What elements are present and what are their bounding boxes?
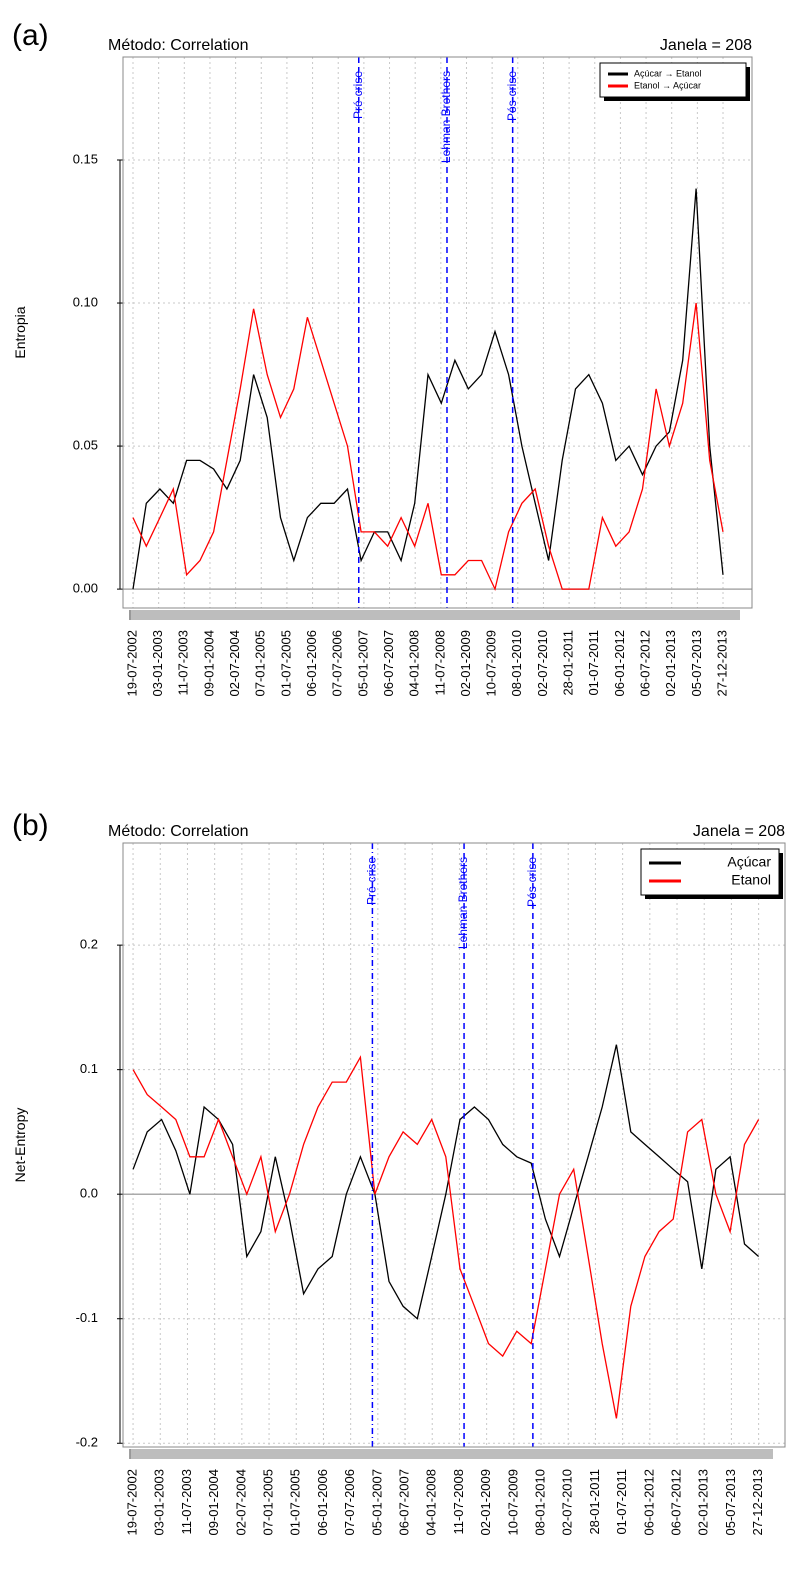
x-tick-label: 06-01-2006 xyxy=(315,1469,330,1536)
x-tick-label: 07-01-2005 xyxy=(253,630,268,697)
chart-title: Método: Correlation xyxy=(108,37,249,54)
x-tick-label: 02-07-2004 xyxy=(233,1469,248,1536)
series-line xyxy=(132,302,724,592)
plot-frame xyxy=(122,842,786,1448)
x-tick-label: 19-07-2002 xyxy=(125,1469,140,1536)
event-label: Pós-crise xyxy=(525,857,539,907)
x-tick-label: 02-07-2010 xyxy=(560,1469,575,1536)
x-tick-label: 02-07-2004 xyxy=(227,630,242,697)
x-tick-label: 28-01-2011 xyxy=(587,1469,602,1535)
y-tick-label: -0.2 xyxy=(76,1435,98,1450)
y-axis-label: Net-Entropy xyxy=(12,1108,28,1183)
event-label: Pré-crise xyxy=(365,857,379,905)
plot-frame xyxy=(122,56,753,609)
x-tick-label: 08-01-2010 xyxy=(532,1469,547,1536)
x-rug-band xyxy=(131,1449,773,1459)
y-tick-label: 0.2 xyxy=(80,937,98,952)
x-tick-label: 05-07-2013 xyxy=(689,630,704,697)
y-tick-label: 0.0 xyxy=(80,1186,98,1201)
series-line xyxy=(132,188,724,590)
x-tick-label: 06-07-2012 xyxy=(637,630,652,697)
event-label: Lehman Brothers xyxy=(439,71,453,163)
panel-label: (a) xyxy=(12,19,49,52)
y-tick-label: 0.00 xyxy=(73,581,98,596)
x-tick-label: 03-01-2003 xyxy=(152,1469,167,1536)
y-tick-label: 0.05 xyxy=(73,438,98,453)
x-tick-label: 07-07-2006 xyxy=(330,630,345,697)
x-tick-label: 27-12-2013 xyxy=(750,1469,765,1536)
legend-box xyxy=(640,848,780,896)
x-tick-label: 07-07-2006 xyxy=(342,1469,357,1536)
x-tick-label: 02-01-2013 xyxy=(696,1469,711,1536)
x-tick-label: 01-07-2005 xyxy=(288,1469,303,1536)
x-tick-label: 02-07-2010 xyxy=(535,630,550,697)
x-tick-label: 27-12-2013 xyxy=(714,630,729,697)
y-axis-label: Entropia xyxy=(12,306,28,358)
x-tick-label: 06-07-2007 xyxy=(381,630,396,697)
legend-label: Etanol xyxy=(731,872,771,888)
legend-label: Etanol → Açúcar xyxy=(634,80,701,90)
chart-subtitle: Janela = 208 xyxy=(660,37,752,54)
x-tick-label: 04-01-2008 xyxy=(424,1469,439,1536)
x-tick-label: 06-01-2012 xyxy=(612,630,627,697)
x-tick-label: 05-07-2013 xyxy=(723,1469,738,1536)
x-tick-label: 06-07-2007 xyxy=(396,1469,411,1536)
y-tick-label: 0.10 xyxy=(73,294,98,309)
x-tick-label: 10-07-2009 xyxy=(484,630,499,697)
event-label: Pré-crise xyxy=(351,71,365,119)
series-line xyxy=(132,1055,760,1419)
x-rug-band xyxy=(131,610,740,620)
x-tick-label: 09-01-2004 xyxy=(201,630,216,697)
event-label: Pós-crise xyxy=(505,71,519,121)
x-tick-label: 07-01-2005 xyxy=(260,1469,275,1536)
x-tick-label: 01-07-2011 xyxy=(614,1469,629,1535)
x-tick-label: 05-01-2007 xyxy=(355,630,370,697)
legend-label: Açúcar xyxy=(727,854,771,870)
x-tick-label: 11-07-2003 xyxy=(179,1469,194,1535)
x-tick-label: 02-01-2013 xyxy=(663,630,678,697)
chart-title: Método: Correlation xyxy=(108,823,249,840)
x-tick-label: 11-07-2003 xyxy=(176,630,191,696)
x-tick-label: 10-07-2009 xyxy=(505,1469,520,1536)
x-tick-label: 06-01-2012 xyxy=(641,1469,656,1536)
y-tick-label: 0.15 xyxy=(73,151,98,166)
panel-label: (b) xyxy=(12,809,49,842)
legend-label: Açúcar → Etanol xyxy=(634,68,702,78)
x-tick-label: 11-07-2008 xyxy=(451,1469,466,1535)
x-tick-label: 06-07-2012 xyxy=(668,1469,683,1536)
x-tick-label: 01-07-2005 xyxy=(278,630,293,697)
x-tick-label: 19-07-2002 xyxy=(124,630,139,697)
x-tick-label: 06-01-2006 xyxy=(304,630,319,697)
legend-box xyxy=(599,62,747,98)
x-tick-label: 05-01-2007 xyxy=(369,1469,384,1536)
x-tick-label: 11-07-2008 xyxy=(432,630,447,696)
series-line xyxy=(132,1044,760,1320)
y-tick-label: -0.1 xyxy=(76,1310,98,1325)
x-tick-label: 09-01-2004 xyxy=(206,1469,221,1536)
x-tick-label: 28-01-2011 xyxy=(561,630,576,696)
y-tick-label: 0.1 xyxy=(80,1061,98,1076)
x-tick-label: 02-01-2009 xyxy=(478,1469,493,1536)
x-tick-label: 02-01-2009 xyxy=(458,630,473,697)
x-tick-label: 04-01-2008 xyxy=(407,630,422,697)
event-label: Lehman Brothers xyxy=(456,857,470,949)
chart-subtitle: Janela = 208 xyxy=(693,823,785,840)
x-tick-label: 01-07-2011 xyxy=(586,630,601,696)
x-tick-label: 08-01-2010 xyxy=(509,630,524,697)
x-tick-label: 03-01-2003 xyxy=(150,630,165,697)
